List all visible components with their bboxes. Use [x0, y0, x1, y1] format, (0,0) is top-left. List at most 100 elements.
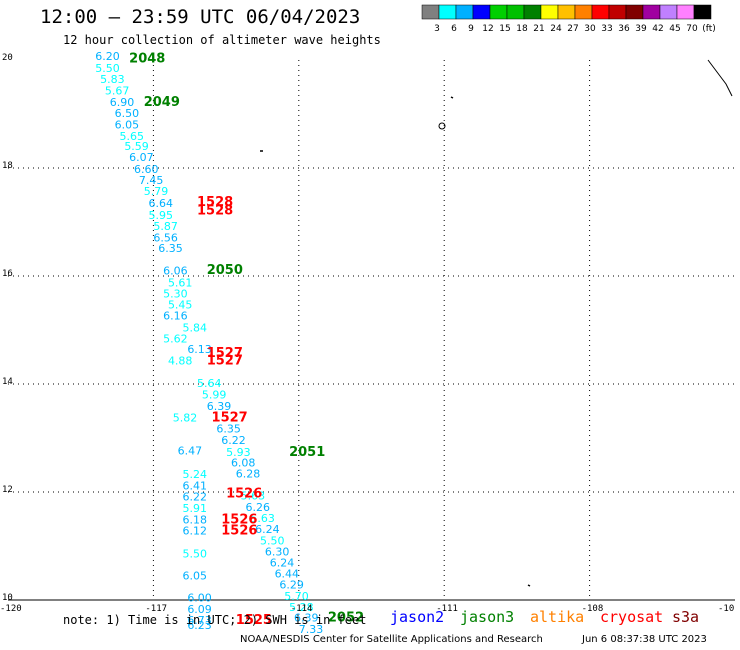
wave-height-label: 5.79	[144, 185, 169, 198]
wave-height-label: 6.09	[187, 603, 212, 616]
legend-swatch	[642, 4, 661, 20]
legend-swatch	[574, 4, 593, 20]
legend-swatch	[506, 4, 525, 20]
wave-height-label: 5.61	[168, 276, 193, 289]
wave-height-label: 6.05	[182, 569, 207, 582]
pass-number-label: 1527	[207, 346, 243, 361]
wave-height-label: 6.56	[153, 231, 178, 244]
legend-label: 45	[669, 24, 680, 34]
wave-height-label: 5.83	[100, 73, 125, 86]
wave-height-label: 5.59	[124, 140, 149, 153]
wave-height-label: 6.47	[178, 445, 203, 458]
wave-height-label: 4.88	[168, 355, 193, 368]
wave-height-label: 5.99	[202, 389, 227, 402]
legend-label: 39	[635, 24, 647, 34]
wave-height-label: 5.65	[119, 130, 143, 143]
legend-label: 9	[468, 24, 474, 34]
pass-number-labels: 2048204915281528205015271527152720511526…	[129, 52, 364, 628]
pass-number-label: 2051	[289, 445, 325, 460]
wave-height-label: 6.13	[187, 343, 212, 356]
legend-swatch	[421, 4, 440, 20]
wave-height-label: 6.26	[245, 501, 270, 514]
wave-height-label: 6.73	[187, 614, 212, 627]
wave-height-label: 6.22	[182, 491, 207, 504]
legend-swatch	[591, 4, 610, 20]
legend-swatch	[676, 4, 695, 20]
legend-label: 36	[618, 24, 630, 34]
footer-note: note: 1) Time is in UTC; 2) SWH is in fe…	[63, 613, 367, 627]
wave-height-label: 6.24	[270, 557, 295, 570]
legend-label: 70	[686, 24, 698, 34]
wave-height-label: 6.18	[182, 513, 207, 526]
credit-timestamp: Jun 6 08:37:38 UTC 2023	[582, 634, 707, 645]
page-subtitle: 12 hour collection of altimeter wave hei…	[63, 33, 381, 47]
pass-number-label: 1528	[197, 203, 233, 218]
wave-height-label: 5.64	[197, 377, 222, 390]
wave-height-label: 6.29	[279, 579, 304, 592]
map-grid	[8, 60, 735, 601]
y-tick-label: 16	[2, 269, 13, 279]
wave-height-label: 5.63	[241, 490, 266, 503]
wave-height-label: 5.28	[289, 601, 314, 614]
wave-height-label: 6.00	[187, 592, 212, 605]
legend-label: 15	[499, 24, 510, 34]
wave-height-label: 6.35	[158, 242, 183, 255]
legend-swatch	[557, 4, 576, 20]
wave-height-label: 6.60	[134, 163, 159, 176]
x-tick-label: -117	[145, 604, 168, 614]
y-tick-label: 14	[2, 377, 13, 387]
wave-height-label: 5.50	[182, 547, 207, 560]
wave-height-label: 6.12	[182, 525, 207, 538]
satellite-legend-s3a: s3a	[672, 608, 700, 626]
legend-swatch	[438, 4, 457, 20]
wave-height-label: 6.22	[221, 434, 246, 447]
pass-number-label: 2052	[328, 611, 364, 626]
wave-height-label: 7.33	[299, 623, 324, 636]
legend-swatch	[523, 4, 542, 20]
wave-height-label: 6.50	[115, 107, 140, 120]
pass-number-label: 1526	[221, 524, 257, 539]
wave-height-label: 5.93	[226, 446, 251, 459]
legend-label: 33	[601, 24, 612, 34]
wave-height-label: 5.82	[173, 411, 198, 424]
wave-height-label: 5.67	[105, 85, 130, 98]
x-tick-label: -10	[718, 604, 735, 614]
wave-height-label: 5.45	[168, 298, 193, 311]
wave-height-label: 5.87	[153, 220, 178, 233]
satellite-legend-cryosat: cryosat	[600, 608, 664, 626]
y-tick-label: 10	[2, 593, 13, 603]
wave-height-label: 6.23	[187, 619, 212, 632]
pass-number-label: 1528	[197, 195, 233, 210]
legend-swatch	[455, 4, 474, 20]
legend-swatch	[608, 4, 627, 20]
pass-number-label: 1527	[212, 410, 248, 425]
satellite-legend-jason3: jason3	[460, 608, 515, 626]
legend-label: 6	[451, 24, 457, 34]
legend-label: 12	[482, 24, 493, 34]
wave-height-label: 6.20	[95, 50, 120, 63]
legend-label: 21	[533, 24, 544, 34]
legend-swatch	[625, 4, 644, 20]
pass-number-label: 2048	[129, 52, 165, 67]
color-legend: 3 6 9 12 15 18 21 24 27 30 33 36 39 42 45 70 (ft)	[421, 4, 716, 34]
legend-label: 18	[516, 24, 528, 34]
wave-height-label: 6.35	[216, 423, 241, 436]
wave-height-label: 5.84	[182, 322, 207, 335]
wave-height-label: 6.44	[275, 567, 300, 580]
legend-label: 24	[550, 24, 562, 34]
legend-swatch	[659, 4, 678, 20]
legend-label: 42	[652, 24, 663, 34]
wave-height-label: 5.91	[182, 502, 207, 515]
legend-swatch	[540, 4, 559, 20]
wave-height-label: 5.30	[163, 288, 188, 301]
y-tick-label: 20	[2, 53, 13, 63]
x-tick-label: -114	[290, 604, 313, 614]
legend-label: (ft)	[702, 24, 716, 34]
pass-number-label: 2050	[207, 263, 243, 278]
credit-text: NOAA/NESDIS Center for Satellite Applica…	[240, 634, 543, 645]
wave-height-label: 6.28	[236, 467, 261, 480]
coastline	[260, 59, 733, 587]
legend-label: 27	[567, 24, 578, 34]
legend-label: 30	[584, 24, 596, 34]
